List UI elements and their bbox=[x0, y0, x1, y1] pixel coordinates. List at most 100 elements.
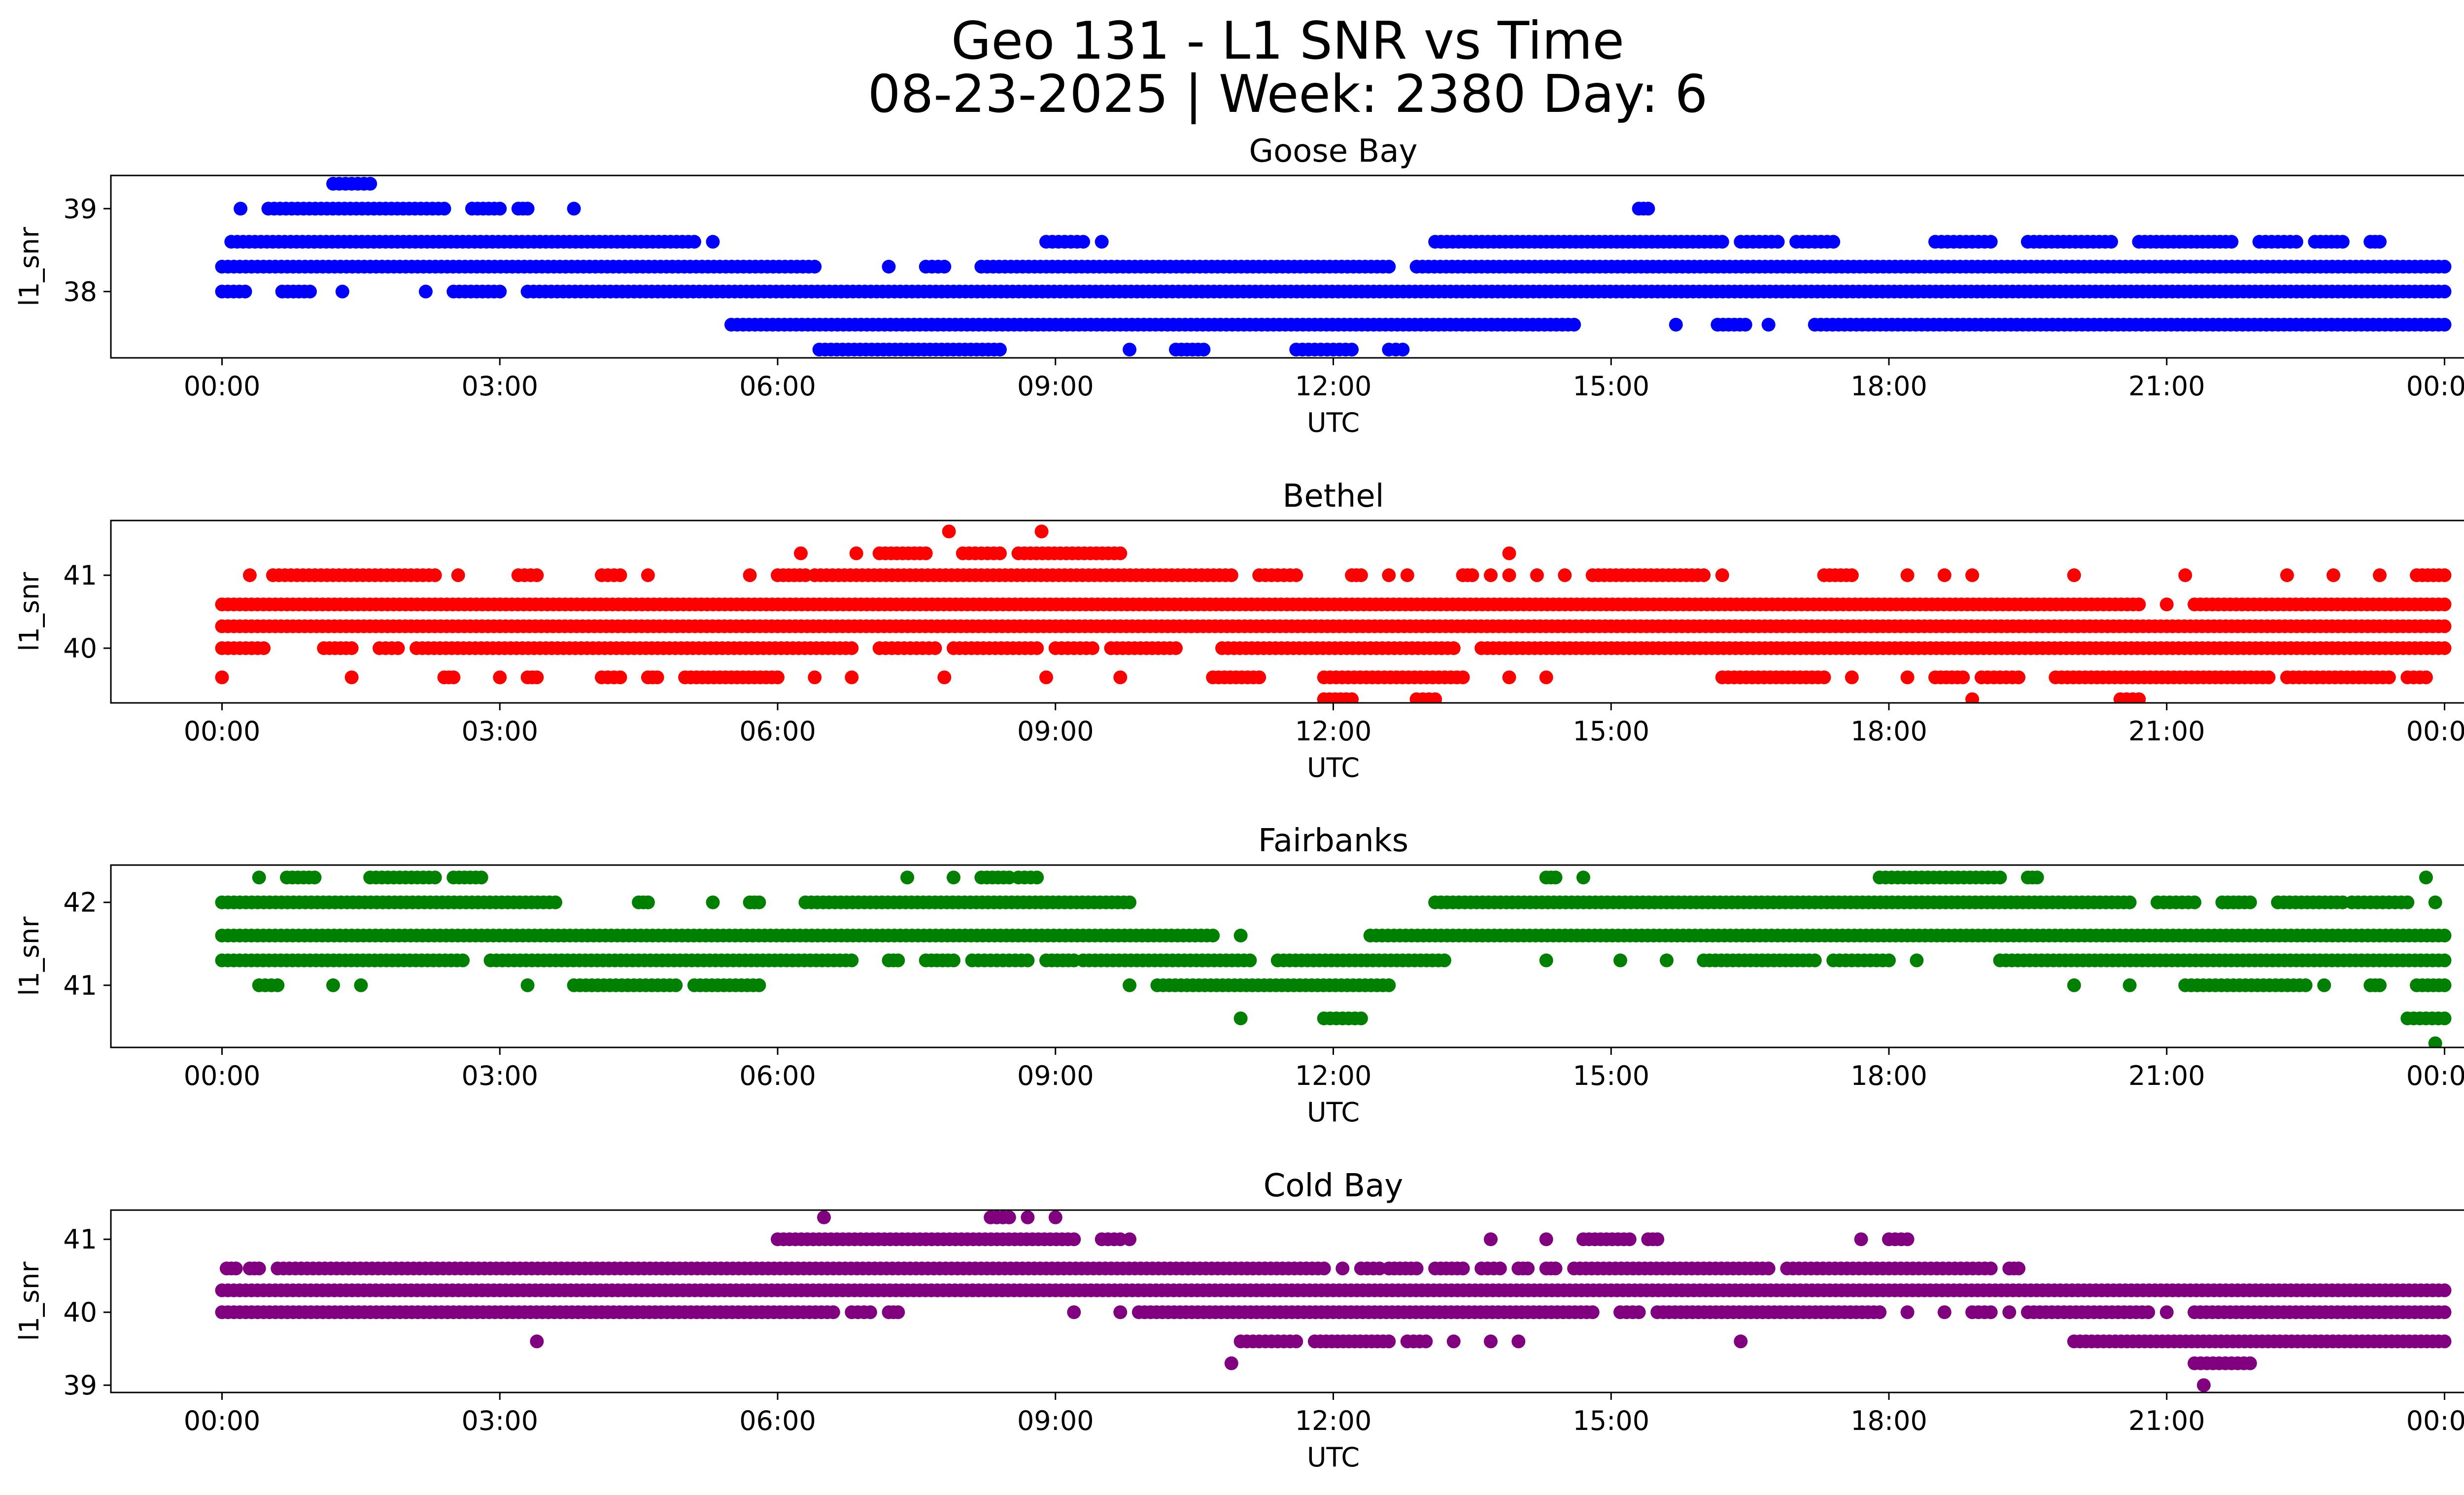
bethel-point bbox=[1085, 641, 1099, 655]
bethel-point bbox=[1530, 568, 1544, 582]
fairbanks-point bbox=[752, 895, 766, 909]
bethel-point bbox=[451, 568, 465, 582]
bethel-point bbox=[845, 670, 859, 685]
bethel-point bbox=[993, 546, 1007, 560]
fairbanks-point bbox=[641, 895, 655, 909]
fairbanks-x-tick-label: 00:00 bbox=[2406, 1060, 2464, 1091]
bethel-point bbox=[2437, 619, 2452, 633]
cold-bay-point bbox=[2141, 1305, 2156, 1320]
bethel-point bbox=[215, 670, 229, 685]
bethel-point bbox=[1900, 568, 1915, 582]
cold-bay-point bbox=[1900, 1305, 1915, 1320]
goose-bay-point bbox=[2437, 284, 2452, 299]
fairbanks-point bbox=[1030, 870, 1044, 885]
fairbanks-point bbox=[1123, 978, 1137, 992]
bethel-point bbox=[2178, 568, 2192, 582]
bethel-point bbox=[1956, 670, 1970, 685]
bethel-x-tick-label: 18:00 bbox=[1850, 716, 1927, 747]
fairbanks-point bbox=[706, 895, 720, 909]
goose-bay-point bbox=[567, 202, 581, 216]
fairbanks-point bbox=[548, 895, 562, 909]
goose-bay-point bbox=[363, 176, 377, 191]
goose-bay-point bbox=[2104, 235, 2118, 249]
cold-bay-point bbox=[1511, 1334, 1526, 1349]
goose-bay-y-tick-label: 39 bbox=[63, 193, 97, 224]
fairbanks-point bbox=[947, 870, 960, 885]
cold-bay-point bbox=[1456, 1261, 1470, 1276]
bethel-point bbox=[942, 524, 956, 539]
cold-bay-point bbox=[1317, 1261, 1331, 1276]
cold-bay-point bbox=[2437, 1334, 2452, 1349]
fairbanks-point bbox=[1993, 870, 2007, 885]
fairbanks-point bbox=[1539, 953, 1553, 968]
goose-bay-point bbox=[1382, 260, 1396, 274]
bethel-point bbox=[1539, 670, 1553, 685]
fairbanks-y-axis-label: l1_snr bbox=[14, 916, 45, 996]
bethel-x-tick-label: 00:00 bbox=[2406, 716, 2464, 747]
bethel-point bbox=[530, 568, 544, 582]
fairbanks-points bbox=[215, 870, 2452, 1047]
goose-bay-point bbox=[2437, 260, 2452, 274]
goose-bay-point bbox=[238, 284, 252, 299]
fairbanks-point bbox=[1233, 1011, 1248, 1026]
cold-bay-point bbox=[252, 1261, 266, 1276]
bethel-x-tick-label: 00:00 bbox=[184, 716, 261, 747]
cold-bay-point bbox=[1335, 1261, 1350, 1276]
goose-bay-point bbox=[1345, 343, 1359, 357]
goose-bay-point bbox=[937, 260, 952, 274]
goose-bay-x-tick-label: 12:00 bbox=[1295, 371, 1372, 402]
fairbanks-point bbox=[1354, 1011, 1368, 1026]
goose-bay-x-tick-label: 18:00 bbox=[1850, 371, 1927, 402]
bethel-y-axis-label: l1_snr bbox=[14, 572, 45, 652]
bethel-point bbox=[2382, 670, 2396, 685]
fairbanks-point bbox=[2437, 929, 2452, 942]
cold-bay-point bbox=[1382, 1334, 1396, 1349]
fairbanks-x-tick-label: 00:00 bbox=[184, 1060, 261, 1091]
goose-bay-point bbox=[1669, 317, 1683, 332]
bethel-y-tick-label: 40 bbox=[63, 633, 97, 664]
cold-bay-point bbox=[1632, 1305, 1646, 1320]
bethel-point bbox=[1446, 641, 1461, 655]
goose-bay-point bbox=[1984, 235, 1998, 249]
fairbanks-point bbox=[1576, 870, 1590, 885]
bethel-x-tick-label: 09:00 bbox=[1017, 716, 1094, 747]
goose-bay-point bbox=[1641, 202, 1655, 216]
bethel-point bbox=[1289, 568, 1303, 582]
goose-bay-point bbox=[437, 202, 451, 216]
fairbanks-point bbox=[2437, 1011, 2452, 1026]
fairbanks-point bbox=[428, 870, 442, 885]
cold-bay-points bbox=[215, 1210, 2452, 1392]
fairbanks-point bbox=[2188, 895, 2202, 909]
fairbanks-point bbox=[354, 978, 368, 992]
cold-bay-point bbox=[1937, 1305, 1951, 1320]
goose-bay-point bbox=[2224, 235, 2239, 249]
fairbanks-point bbox=[1437, 953, 1451, 968]
fairbanks-point bbox=[891, 953, 905, 968]
goose-bay-x-tick-label: 06:00 bbox=[739, 371, 816, 402]
bethel-point bbox=[1400, 568, 1414, 582]
bethel-point bbox=[2159, 597, 2174, 612]
cold-bay-title: Cold Bay bbox=[1264, 1168, 1403, 1204]
bethel-point bbox=[344, 641, 359, 655]
bethel-point bbox=[641, 568, 655, 582]
goose-bay-point bbox=[1761, 317, 1776, 332]
goose-bay-point bbox=[520, 202, 535, 216]
fairbanks-point bbox=[326, 978, 340, 992]
goose-bay-point bbox=[335, 284, 349, 299]
bethel-points bbox=[215, 524, 2452, 703]
bethel-point bbox=[428, 568, 442, 582]
bethel-point bbox=[845, 641, 859, 655]
goose-bay-point bbox=[1771, 235, 1785, 249]
bethel-point bbox=[2437, 641, 2452, 655]
fairbanks-point bbox=[1382, 978, 1396, 992]
cold-bay-point bbox=[2159, 1305, 2174, 1320]
fairbanks-point bbox=[1243, 953, 1257, 968]
fairbanks-point bbox=[2437, 978, 2452, 992]
cold-bay-point bbox=[1409, 1261, 1424, 1276]
fairbanks-point bbox=[669, 978, 683, 992]
fairbanks-point bbox=[1882, 953, 1896, 968]
cold-bay-point bbox=[1419, 1334, 1433, 1349]
bethel-point bbox=[1845, 670, 1859, 685]
